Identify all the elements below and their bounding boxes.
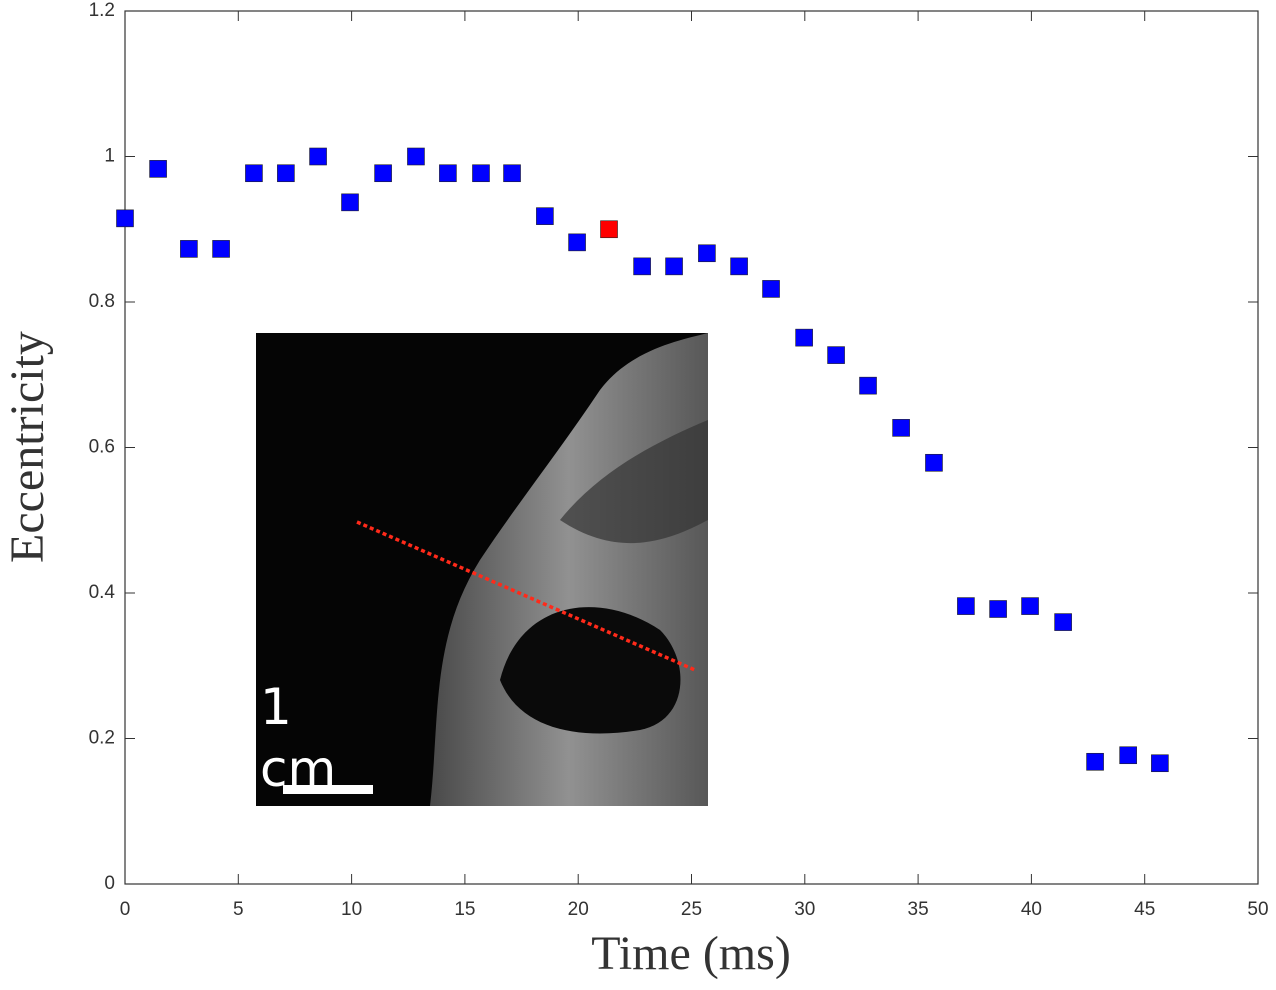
marker [795, 328, 813, 347]
marker [277, 164, 295, 183]
y-tick-label: 0.6 [89, 437, 115, 458]
marker [180, 240, 198, 258]
marker [116, 209, 134, 228]
marker [472, 164, 490, 183]
y-axis-label: Eccentricity [1, 331, 54, 563]
marker [503, 164, 521, 183]
marker [600, 220, 618, 239]
y-tick-label: 0.2 [89, 728, 115, 749]
marker [439, 164, 457, 183]
marker [407, 147, 425, 166]
marker [212, 240, 230, 258]
marker [698, 244, 716, 263]
y-tick-label: 1 [104, 146, 115, 167]
marker [1119, 746, 1137, 765]
x-tick-label: 50 [1247, 899, 1268, 920]
x-tick-label: 15 [454, 899, 475, 920]
y-tick-label: 0.4 [89, 582, 116, 603]
x-tick-label: 35 [908, 899, 929, 920]
marker [730, 257, 748, 276]
marker [536, 207, 554, 225]
x-tick-label: 5 [233, 899, 244, 920]
marker [633, 257, 651, 276]
x-tick-label: 40 [1021, 899, 1042, 920]
marker [892, 419, 910, 437]
marker [1151, 754, 1169, 773]
x-axis-label: Time (ms) [591, 927, 791, 980]
x-tick-label: 30 [794, 899, 815, 920]
x-tick-label: 0 [120, 899, 131, 920]
marker [341, 193, 359, 212]
marker [859, 376, 877, 395]
y-tick-label: 0 [104, 873, 115, 894]
x-tick-label: 25 [681, 899, 702, 920]
marker [245, 164, 263, 183]
marker [989, 600, 1007, 618]
marker [762, 280, 780, 298]
x-tick-label: 10 [341, 899, 362, 920]
marker [925, 453, 943, 472]
x-tick-label: 20 [568, 899, 589, 920]
y-tick-label: 1.2 [89, 0, 115, 21]
inset-image [256, 333, 708, 806]
marker [374, 164, 392, 183]
marker [309, 147, 327, 166]
marker [957, 597, 975, 615]
y-tick-label: 0.8 [89, 291, 115, 312]
scale-label: 1 cm [260, 678, 337, 798]
marker [149, 160, 167, 178]
marker [568, 233, 586, 252]
marker [827, 346, 845, 364]
marker [1086, 752, 1104, 771]
marker [1021, 597, 1039, 615]
marker [1054, 613, 1072, 631]
x-tick-label: 45 [1134, 899, 1155, 920]
marker [665, 257, 683, 276]
